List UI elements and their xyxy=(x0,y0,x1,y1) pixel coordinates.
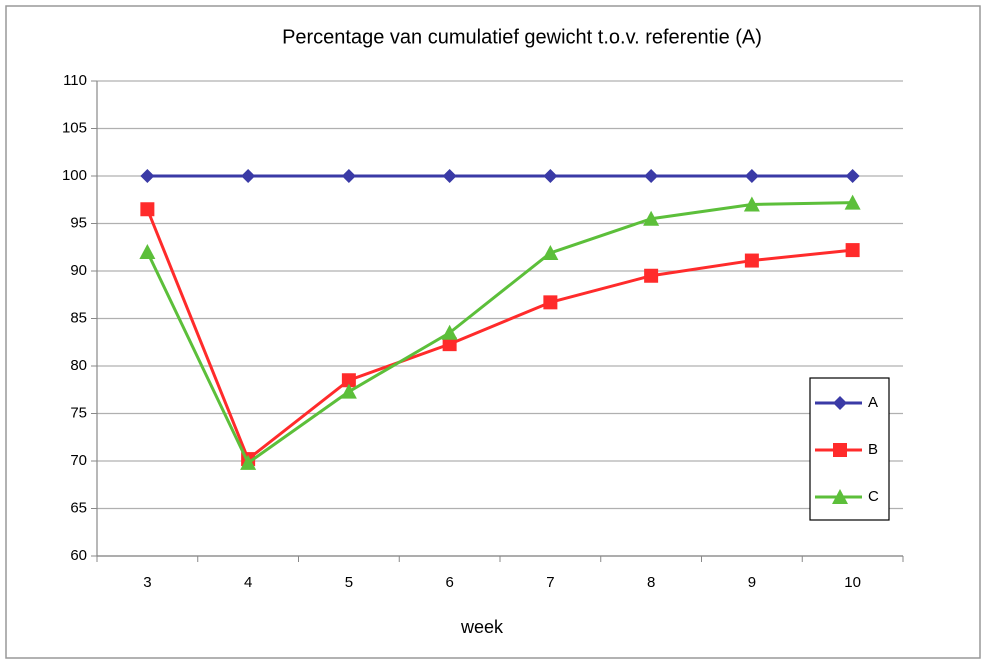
y-tick-label: 75 xyxy=(70,404,87,421)
marker xyxy=(833,396,847,410)
x-tick-label: 7 xyxy=(546,574,554,591)
marker xyxy=(744,169,759,183)
y-tick-label: 90 xyxy=(70,262,87,279)
marker xyxy=(140,202,155,217)
x-tick-label: 8 xyxy=(647,574,655,591)
marker xyxy=(240,454,257,470)
marker xyxy=(833,443,847,457)
marker xyxy=(442,337,457,352)
marker xyxy=(241,169,256,183)
marker xyxy=(140,169,155,183)
marker xyxy=(744,253,759,268)
legend-label: A xyxy=(868,394,878,411)
marker xyxy=(543,295,558,310)
y-tick-label: 85 xyxy=(70,309,87,326)
y-tick-label: 70 xyxy=(70,452,87,469)
y-tick-label: 60 xyxy=(70,547,87,564)
marker xyxy=(643,210,660,226)
y-tick-label: 95 xyxy=(70,214,87,231)
y-tick-label: 65 xyxy=(70,499,87,516)
legend-label: B xyxy=(868,441,878,458)
marker xyxy=(743,196,760,212)
marker xyxy=(340,383,357,399)
x-tick-label: 9 xyxy=(748,574,756,591)
marker xyxy=(844,194,861,210)
y-tick-label: 105 xyxy=(62,119,87,136)
series-line xyxy=(145,208,853,461)
marker xyxy=(341,373,356,388)
marker xyxy=(542,244,559,260)
marker xyxy=(644,169,659,183)
y-tick-label: 110 xyxy=(63,72,87,89)
y-tick-label: 100 xyxy=(62,167,87,184)
marker xyxy=(543,169,558,183)
x-tick-label: 3 xyxy=(143,574,151,591)
series-line xyxy=(146,201,853,465)
x-axis-title: week xyxy=(460,617,504,637)
marker xyxy=(441,324,458,340)
marker xyxy=(845,243,860,258)
x-tick-label: 4 xyxy=(244,574,252,591)
marker xyxy=(139,244,156,259)
marker xyxy=(644,268,659,283)
legend-label: C xyxy=(868,488,879,505)
chart-frame xyxy=(5,5,981,659)
marker xyxy=(341,169,356,183)
y-tick-label: 80 xyxy=(70,357,87,374)
marker xyxy=(442,169,457,183)
marker xyxy=(845,169,860,183)
x-tick-label: 6 xyxy=(445,574,453,591)
marker xyxy=(832,489,848,504)
chart-title: Percentage van cumulatief gewicht t.o.v.… xyxy=(282,26,762,48)
x-tick-label: 5 xyxy=(345,574,353,591)
x-tick-label: 10 xyxy=(844,574,861,591)
